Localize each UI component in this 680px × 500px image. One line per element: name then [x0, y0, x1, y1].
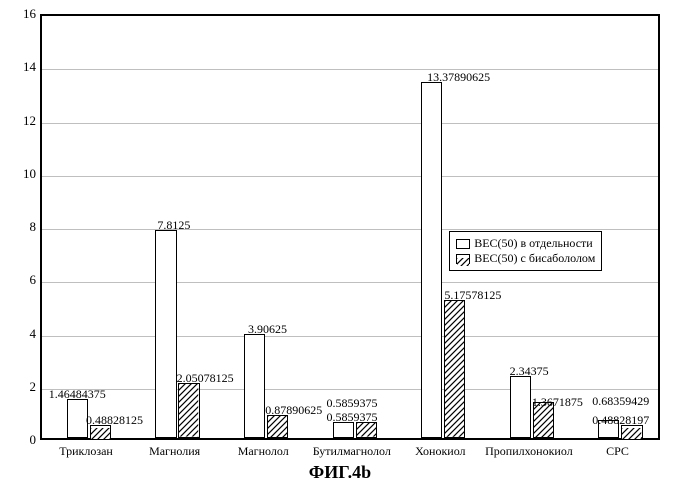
legend-item: ВЕС(50) с бисабололом	[456, 251, 595, 266]
figure: 1.46484375 0.48828125 7.8125 2.05078125 3.90…	[0, 0, 680, 500]
bar-v1	[510, 376, 531, 438]
bar-v1	[155, 230, 176, 438]
grid-line	[42, 389, 658, 390]
legend-swatch	[456, 239, 470, 249]
y-tick-label: 0	[12, 432, 36, 448]
category-label: Бутилмагнолол	[313, 444, 391, 459]
value-label: 3.90625	[248, 322, 287, 337]
category-label: Хонокиол	[415, 444, 465, 459]
grid-line	[42, 69, 658, 70]
y-tick-label: 6	[12, 272, 36, 288]
bar-v1	[421, 82, 442, 438]
figure-caption: ФИГ.4b	[309, 462, 371, 483]
y-tick-label: 14	[12, 59, 36, 75]
bar-v1	[244, 334, 265, 438]
bar-v2	[178, 383, 199, 438]
value-label: 2.34375	[510, 364, 549, 379]
value-label: 7.8125	[157, 218, 190, 233]
y-tick-label: 4	[12, 326, 36, 342]
legend-label: ВЕС(50) с бисабололом	[474, 251, 595, 266]
value-label: 0.48828197	[592, 413, 649, 428]
value-label: 2.05078125	[177, 371, 234, 386]
grid-line	[42, 176, 658, 177]
grid-line	[42, 229, 658, 230]
legend-swatch	[456, 254, 470, 264]
bar-v2	[444, 300, 465, 438]
category-label: Магнолия	[149, 444, 200, 459]
legend-item: ВЕС(50) в отдельности	[456, 236, 595, 251]
value-label: 0.5859375	[327, 410, 378, 425]
category-label: Магнолол	[238, 444, 289, 459]
bar-v2	[267, 415, 288, 438]
grid-line	[42, 123, 658, 124]
value-label: 0.5859375	[327, 396, 378, 411]
value-label: 0.48828125	[86, 413, 143, 428]
category-label: Триклозан	[59, 444, 113, 459]
y-tick-label: 16	[12, 6, 36, 22]
value-label: 1.46484375	[49, 387, 106, 402]
y-tick-label: 10	[12, 166, 36, 182]
y-tick-label: 2	[12, 379, 36, 395]
category-label: Пропилхонокиол	[485, 444, 573, 459]
value-label: 0.87890625	[265, 403, 322, 418]
value-label: 5.17578125	[444, 288, 501, 303]
value-label: 13.37890625	[427, 70, 490, 85]
bar-v1	[67, 399, 88, 438]
y-tick-label: 8	[12, 219, 36, 235]
y-tick-label: 12	[12, 113, 36, 129]
value-label: 1.3671875	[532, 395, 583, 410]
grid-line	[42, 282, 658, 283]
grid-line	[42, 336, 658, 337]
plot-area: 1.46484375 0.48828125 7.8125 2.05078125 3.90…	[40, 14, 660, 440]
value-label: 0.68359429	[592, 394, 649, 409]
category-label: СРС	[606, 444, 629, 459]
legend-label: ВЕС(50) в отдельности	[474, 236, 593, 251]
legend: ВЕС(50) в отдельностиВЕС(50) с бисаболол…	[449, 231, 602, 271]
